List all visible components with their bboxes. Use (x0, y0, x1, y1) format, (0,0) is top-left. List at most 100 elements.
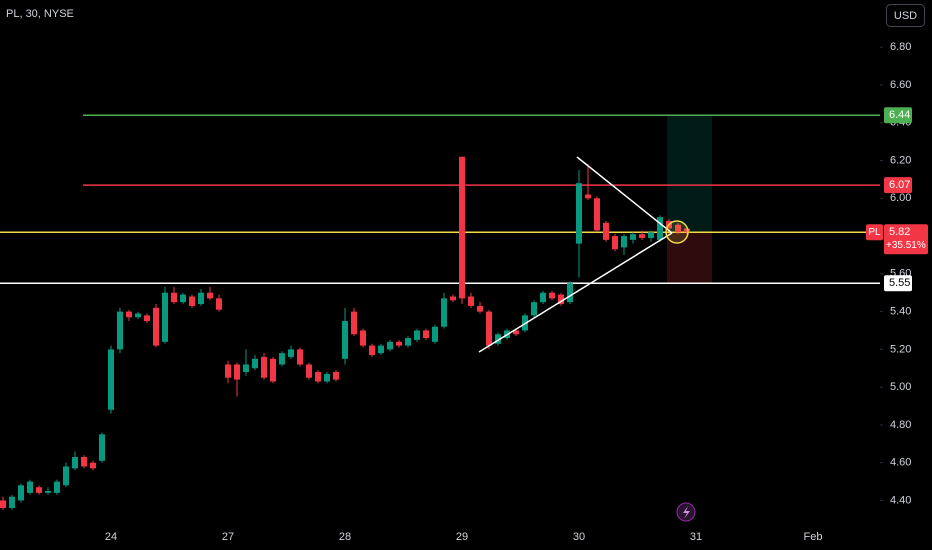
candle-body (27, 481, 33, 493)
candle-body (459, 156, 465, 299)
x-tick-label: 24 (105, 531, 117, 543)
candle-body (180, 294, 186, 303)
candle-body (324, 373, 330, 382)
price-tag-label: 5.82 (889, 226, 910, 238)
candle-body (333, 372, 339, 380)
candle-body (495, 334, 501, 344)
candle-body (414, 330, 420, 340)
price-tag (884, 224, 928, 255)
currency-button[interactable] (886, 4, 925, 27)
candle-body (9, 496, 15, 509)
candle-body (675, 224, 681, 233)
x-tick-label: 27 (222, 531, 234, 543)
candle-body (468, 296, 474, 306)
x-tick-label: 30 (573, 531, 585, 543)
candle-body (486, 311, 492, 346)
candle-body (171, 292, 177, 303)
y-tick-label: 5.00 (890, 381, 911, 393)
candle-body (270, 358, 276, 382)
candle-body (198, 292, 204, 305)
x-tick-label: 31 (690, 531, 702, 543)
candle-body (549, 292, 555, 299)
candle-body (252, 358, 258, 369)
candle-body (315, 372, 321, 382)
candle-body (0, 500, 6, 509)
lightning (683, 506, 690, 519)
price-tag (884, 177, 912, 194)
candle-body (567, 283, 573, 303)
trendline (576, 156, 673, 234)
price-tag-label: 6.07 (889, 179, 910, 191)
candle-body (18, 485, 24, 501)
y-tick-label: 6.00 (890, 192, 911, 204)
candle-body (225, 364, 231, 378)
y-tick-label: 4.40 (890, 494, 911, 506)
candle-body (441, 298, 447, 327)
y-tick-label: 5.40 (890, 306, 911, 318)
candle-body (630, 234, 636, 240)
candle-body (108, 349, 114, 410)
price-tag (884, 275, 912, 292)
candle-body (162, 292, 168, 342)
candle-body (234, 364, 240, 380)
candle-body (36, 487, 42, 493)
candle-body (603, 222, 609, 240)
candle-body (405, 338, 411, 346)
candle-body (81, 457, 87, 467)
currency-label: USD (894, 10, 917, 22)
candle-body (639, 234, 645, 238)
candle-body (387, 341, 393, 350)
candle-body (117, 311, 123, 350)
candle-body (450, 296, 456, 301)
candle-body (54, 481, 60, 493)
y-tick-label: 4.60 (890, 457, 911, 469)
symbol-tag (866, 224, 883, 241)
y-tick-label: 6.20 (890, 154, 911, 166)
highlight-circle (665, 220, 689, 244)
candle-body (261, 356, 267, 378)
candle-body (243, 364, 249, 373)
candle-body (45, 491, 51, 493)
x-tick-label: Feb (804, 531, 823, 543)
position-profit (667, 115, 712, 233)
candle-body (513, 330, 519, 335)
price-tag (884, 107, 912, 124)
candle-body (90, 462, 96, 469)
candle-body (189, 296, 195, 306)
y-tick-label: 4.80 (890, 419, 911, 431)
candle-body (531, 302, 537, 316)
symbol-tag-label: PL (868, 227, 881, 238)
x-tick-label: 28 (339, 531, 351, 543)
candle-body (558, 294, 564, 305)
candle-body (153, 307, 159, 346)
y-tick-label: 6.60 (890, 79, 911, 91)
candle-body (432, 326, 438, 342)
x-tick-label: 29 (456, 531, 468, 543)
candle-body (657, 217, 663, 240)
candle-body (351, 311, 357, 335)
candle-body (279, 353, 285, 365)
position-loss (667, 232, 712, 284)
candle-body (288, 349, 294, 357)
candle-body (216, 298, 222, 310)
candle-body (63, 466, 69, 486)
candle-body (360, 330, 366, 346)
candle-body (576, 183, 582, 244)
price-tag-label: 5.55 (889, 277, 910, 289)
candle-body (378, 345, 384, 354)
candle-body (342, 321, 348, 359)
candle-body (423, 330, 429, 339)
candle-body (684, 228, 690, 233)
candle-body (297, 349, 303, 365)
candle-body (585, 194, 591, 199)
candle-body (621, 236, 627, 248)
y-tick-label: 6.80 (890, 41, 911, 53)
price-tag-label: 6.44 (889, 109, 910, 121)
chart-title: PL, 30, NYSE (6, 8, 74, 20)
candle-body (396, 341, 402, 346)
change-label: +35.51% (886, 240, 926, 251)
y-tick-label: 5.20 (890, 343, 911, 355)
candle-body (72, 457, 78, 469)
